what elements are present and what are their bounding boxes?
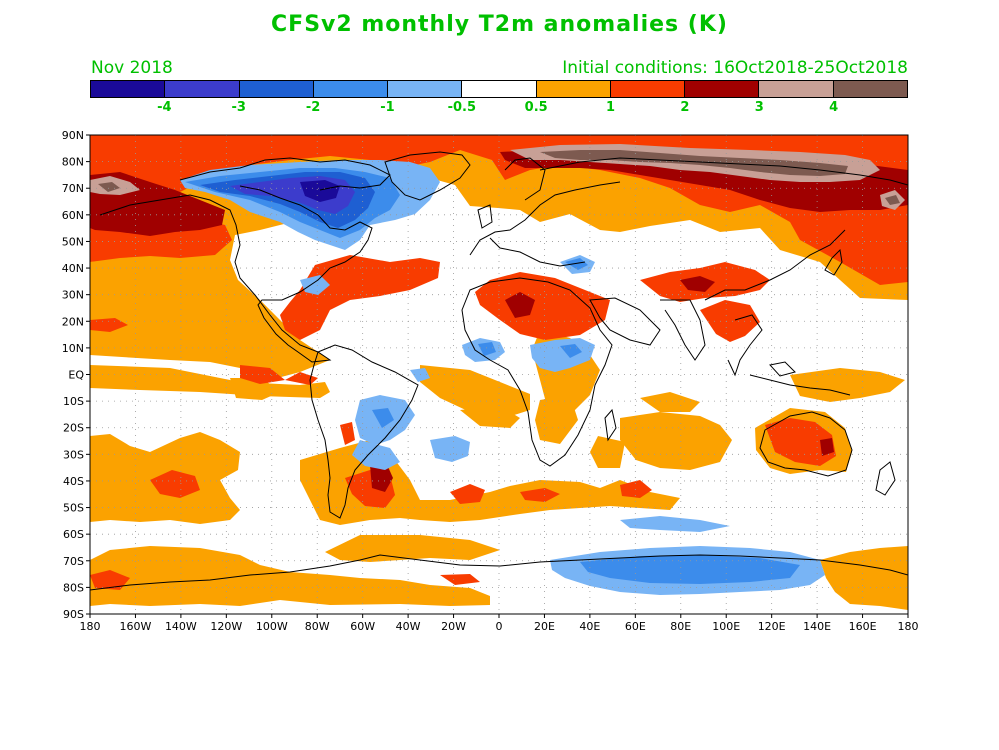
longitude-tick-label: 60W — [350, 620, 375, 633]
longitude-tick-label: 20W — [441, 620, 466, 633]
color-scale-label: 4 — [829, 100, 839, 115]
longitude-tick-label: 120E — [758, 620, 786, 633]
longitude-tick-label: 140W — [165, 620, 197, 633]
forecast-month: Nov 2018 — [91, 58, 173, 78]
longitude-tick-label: 100W — [256, 620, 288, 633]
latitude-tick-label: 70S — [63, 555, 84, 568]
color-scale-swatch — [833, 81, 907, 97]
warm-anomaly-brown — [98, 150, 900, 205]
map-title: CFSv2 monthly T2m anomalies (K) — [271, 12, 728, 37]
color-scale-label: -3 — [231, 100, 246, 115]
color-scale-label: -4 — [157, 100, 172, 115]
color-scale-swatch — [239, 81, 314, 97]
color-scale-labels: -4 -3 -2 -1 -0.5 0.5 1 2 3 4 — [90, 100, 908, 116]
color-scale-swatch — [165, 81, 240, 97]
color-scale-label: 2 — [680, 100, 690, 115]
coastlines — [90, 151, 908, 591]
color-scale-swatch — [759, 81, 834, 97]
longitude-tick-label: 0 — [496, 620, 503, 633]
latitude-tick-label: 30S — [63, 448, 84, 461]
initial-conditions: Initial conditions: 16Oct2018-25Oct2018 — [562, 58, 908, 78]
cold-anomaly-indigo — [300, 180, 340, 202]
latitude-tick-label: 60S — [63, 528, 84, 541]
latitude-tick-label: 90S — [63, 608, 84, 621]
color-scale-swatch — [462, 81, 537, 97]
latitude-tick-label: 80N — [62, 156, 84, 169]
color-scale-swatch — [610, 81, 686, 97]
color-scale-label: -2 — [305, 100, 321, 115]
latitude-tick-label: 50N — [62, 235, 84, 248]
lat-lon-grid — [90, 135, 908, 614]
latitude-tick-label: EQ — [68, 369, 84, 382]
latitude-tick-label: 40S — [63, 475, 84, 488]
color-scale-label: 1 — [606, 100, 616, 115]
color-scale-swatch — [91, 81, 166, 97]
longitude-labels: 180 160W 140W 120W 100W 80W 60W 40W 20W 0 20E 40E 60… — [80, 614, 919, 633]
color-scale-label: -1 — [380, 100, 395, 115]
longitude-tick-label: 180 — [80, 620, 101, 633]
latitude-tick-label: 80S — [63, 581, 84, 594]
latitude-tick-label: 30N — [62, 289, 84, 302]
color-scale-swatch — [388, 81, 463, 97]
latitude-tick-label: 20S — [63, 422, 84, 435]
longitude-tick-label: 40W — [396, 620, 421, 633]
longitude-tick-label: 40E — [579, 620, 600, 633]
latitude-tick-label: 10N — [62, 342, 84, 355]
color-scale-swatch — [313, 81, 389, 97]
color-scale-swatch — [685, 81, 760, 97]
color-scale-swatch — [536, 81, 611, 97]
longitude-tick-label: 100E — [712, 620, 740, 633]
color-scale-label: 3 — [754, 100, 764, 115]
longitude-tick-label: 20E — [534, 620, 555, 633]
color-scale-bar — [90, 80, 908, 98]
latitude-tick-label: 50S — [63, 502, 84, 515]
longitude-tick-label: 80E — [670, 620, 691, 633]
longitude-tick-label: 120W — [210, 620, 242, 633]
latitude-tick-label: 70N — [62, 182, 84, 195]
latitude-tick-label: 10S — [63, 395, 84, 408]
latitude-labels: 90N 80N 70N 60N 50N 40N 30N 20N 10N EQ 10S 20S 30S 40… — [62, 129, 90, 621]
longitude-tick-label: 180 — [898, 620, 919, 633]
latitude-tick-label: 60N — [62, 209, 84, 222]
longitude-tick-label: 160W — [120, 620, 152, 633]
latitude-tick-label: 90N — [62, 129, 84, 142]
latitude-tick-label: 40N — [62, 262, 84, 275]
latitude-tick-label: 20N — [62, 315, 84, 328]
longitude-tick-label: 60E — [625, 620, 646, 633]
longitude-tick-label: 80W — [305, 620, 330, 633]
longitude-tick-label: 140E — [803, 620, 831, 633]
color-scale-label: 0.5 — [524, 100, 548, 115]
longitude-tick-label: 160E — [849, 620, 877, 633]
color-scale-label: -0.5 — [447, 100, 477, 115]
